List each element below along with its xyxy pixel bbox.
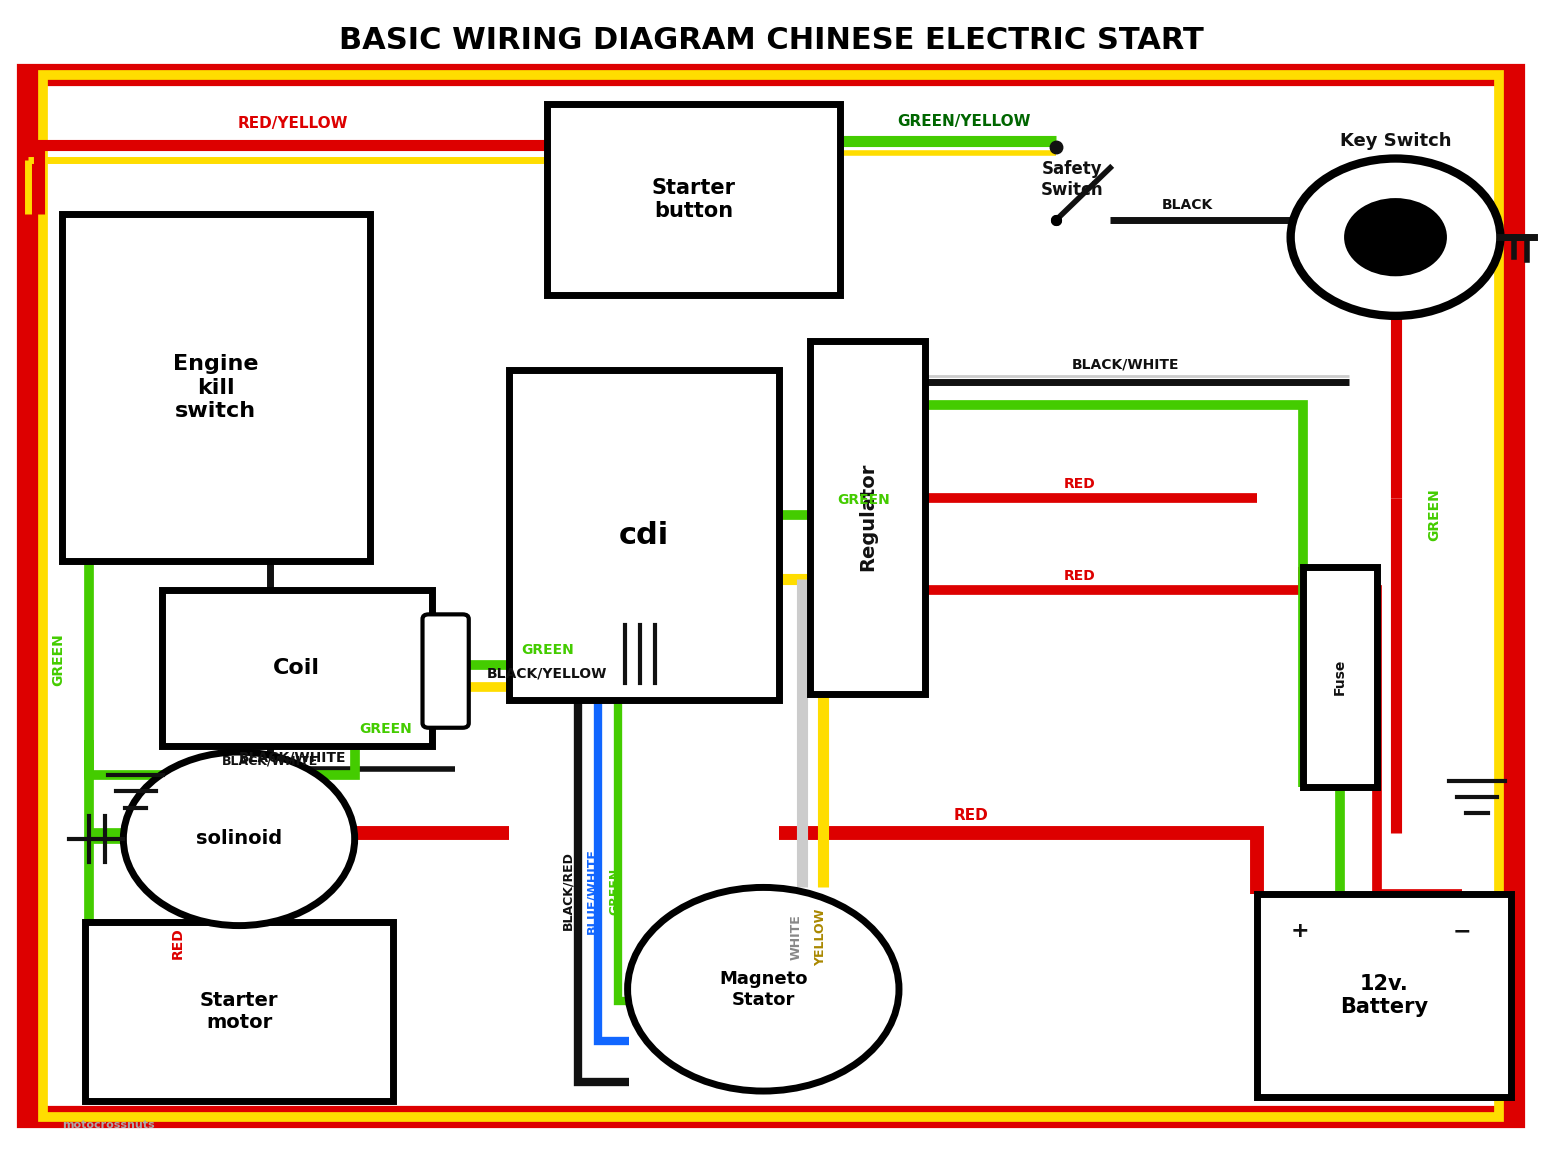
Bar — [85, 922, 393, 1101]
Circle shape — [1346, 200, 1445, 274]
Bar — [1257, 894, 1511, 1097]
Circle shape — [628, 887, 899, 1091]
Text: Regulator: Regulator — [857, 463, 877, 572]
FancyBboxPatch shape — [423, 614, 469, 728]
Text: Starter
button: Starter button — [652, 178, 736, 221]
Text: motocrossnuts: motocrossnuts — [62, 1120, 154, 1129]
Bar — [1303, 567, 1377, 787]
Text: Coil: Coil — [273, 658, 321, 678]
Text: 12v.
Battery: 12v. Battery — [1340, 974, 1428, 1017]
Text: GREEN: GREEN — [521, 643, 574, 657]
Text: RED: RED — [1064, 477, 1095, 491]
Text: Engine
kill
switch: Engine kill switch — [173, 354, 259, 421]
Bar — [162, 590, 432, 746]
Text: −: − — [1453, 921, 1471, 942]
Text: GREEN: GREEN — [51, 633, 66, 686]
Text: BLACK/WHITE: BLACK/WHITE — [222, 754, 318, 768]
Text: BLACK/WHITE: BLACK/WHITE — [1072, 358, 1180, 371]
Text: Key Switch: Key Switch — [1340, 132, 1451, 150]
Bar — [509, 370, 779, 700]
Text: RED: RED — [1064, 569, 1095, 583]
Text: YELLOW: YELLOW — [814, 908, 827, 966]
Text: WHITE: WHITE — [790, 914, 802, 960]
Bar — [810, 341, 925, 694]
Text: GREEN: GREEN — [837, 493, 890, 507]
Text: BLACK/RED: BLACK/RED — [561, 852, 574, 930]
Text: RED/YELLOW: RED/YELLOW — [237, 117, 348, 131]
Text: BLACK/YELLOW: BLACK/YELLOW — [487, 666, 608, 680]
Text: solinoid: solinoid — [196, 830, 282, 848]
Circle shape — [1291, 159, 1500, 316]
Text: BLACK: BLACK — [1161, 198, 1214, 212]
Text: Magneto
Stator: Magneto Stator — [719, 970, 808, 1009]
Bar — [547, 104, 840, 295]
Text: GREEN: GREEN — [359, 722, 412, 736]
Text: +: + — [1291, 921, 1309, 942]
Text: RED: RED — [954, 809, 988, 823]
Text: GREEN: GREEN — [609, 868, 621, 914]
Text: RED: RED — [170, 927, 185, 959]
Text: Starter
motor: Starter motor — [200, 992, 278, 1032]
Text: cdi: cdi — [618, 521, 669, 550]
Text: BLACK/WHITE: BLACK/WHITE — [239, 751, 347, 765]
Bar — [62, 214, 370, 561]
Text: Fuse: Fuse — [1332, 658, 1348, 695]
Text: Safety
Switch: Safety Switch — [1041, 160, 1103, 199]
Text: GREEN/YELLOW: GREEN/YELLOW — [897, 115, 1030, 128]
Circle shape — [123, 752, 355, 926]
Text: BLUE/WHITE: BLUE/WHITE — [586, 848, 598, 934]
Text: BASIC WIRING DIAGRAM CHINESE ELECTRIC START: BASIC WIRING DIAGRAM CHINESE ELECTRIC ST… — [339, 25, 1203, 56]
Text: GREEN: GREEN — [1426, 488, 1442, 541]
